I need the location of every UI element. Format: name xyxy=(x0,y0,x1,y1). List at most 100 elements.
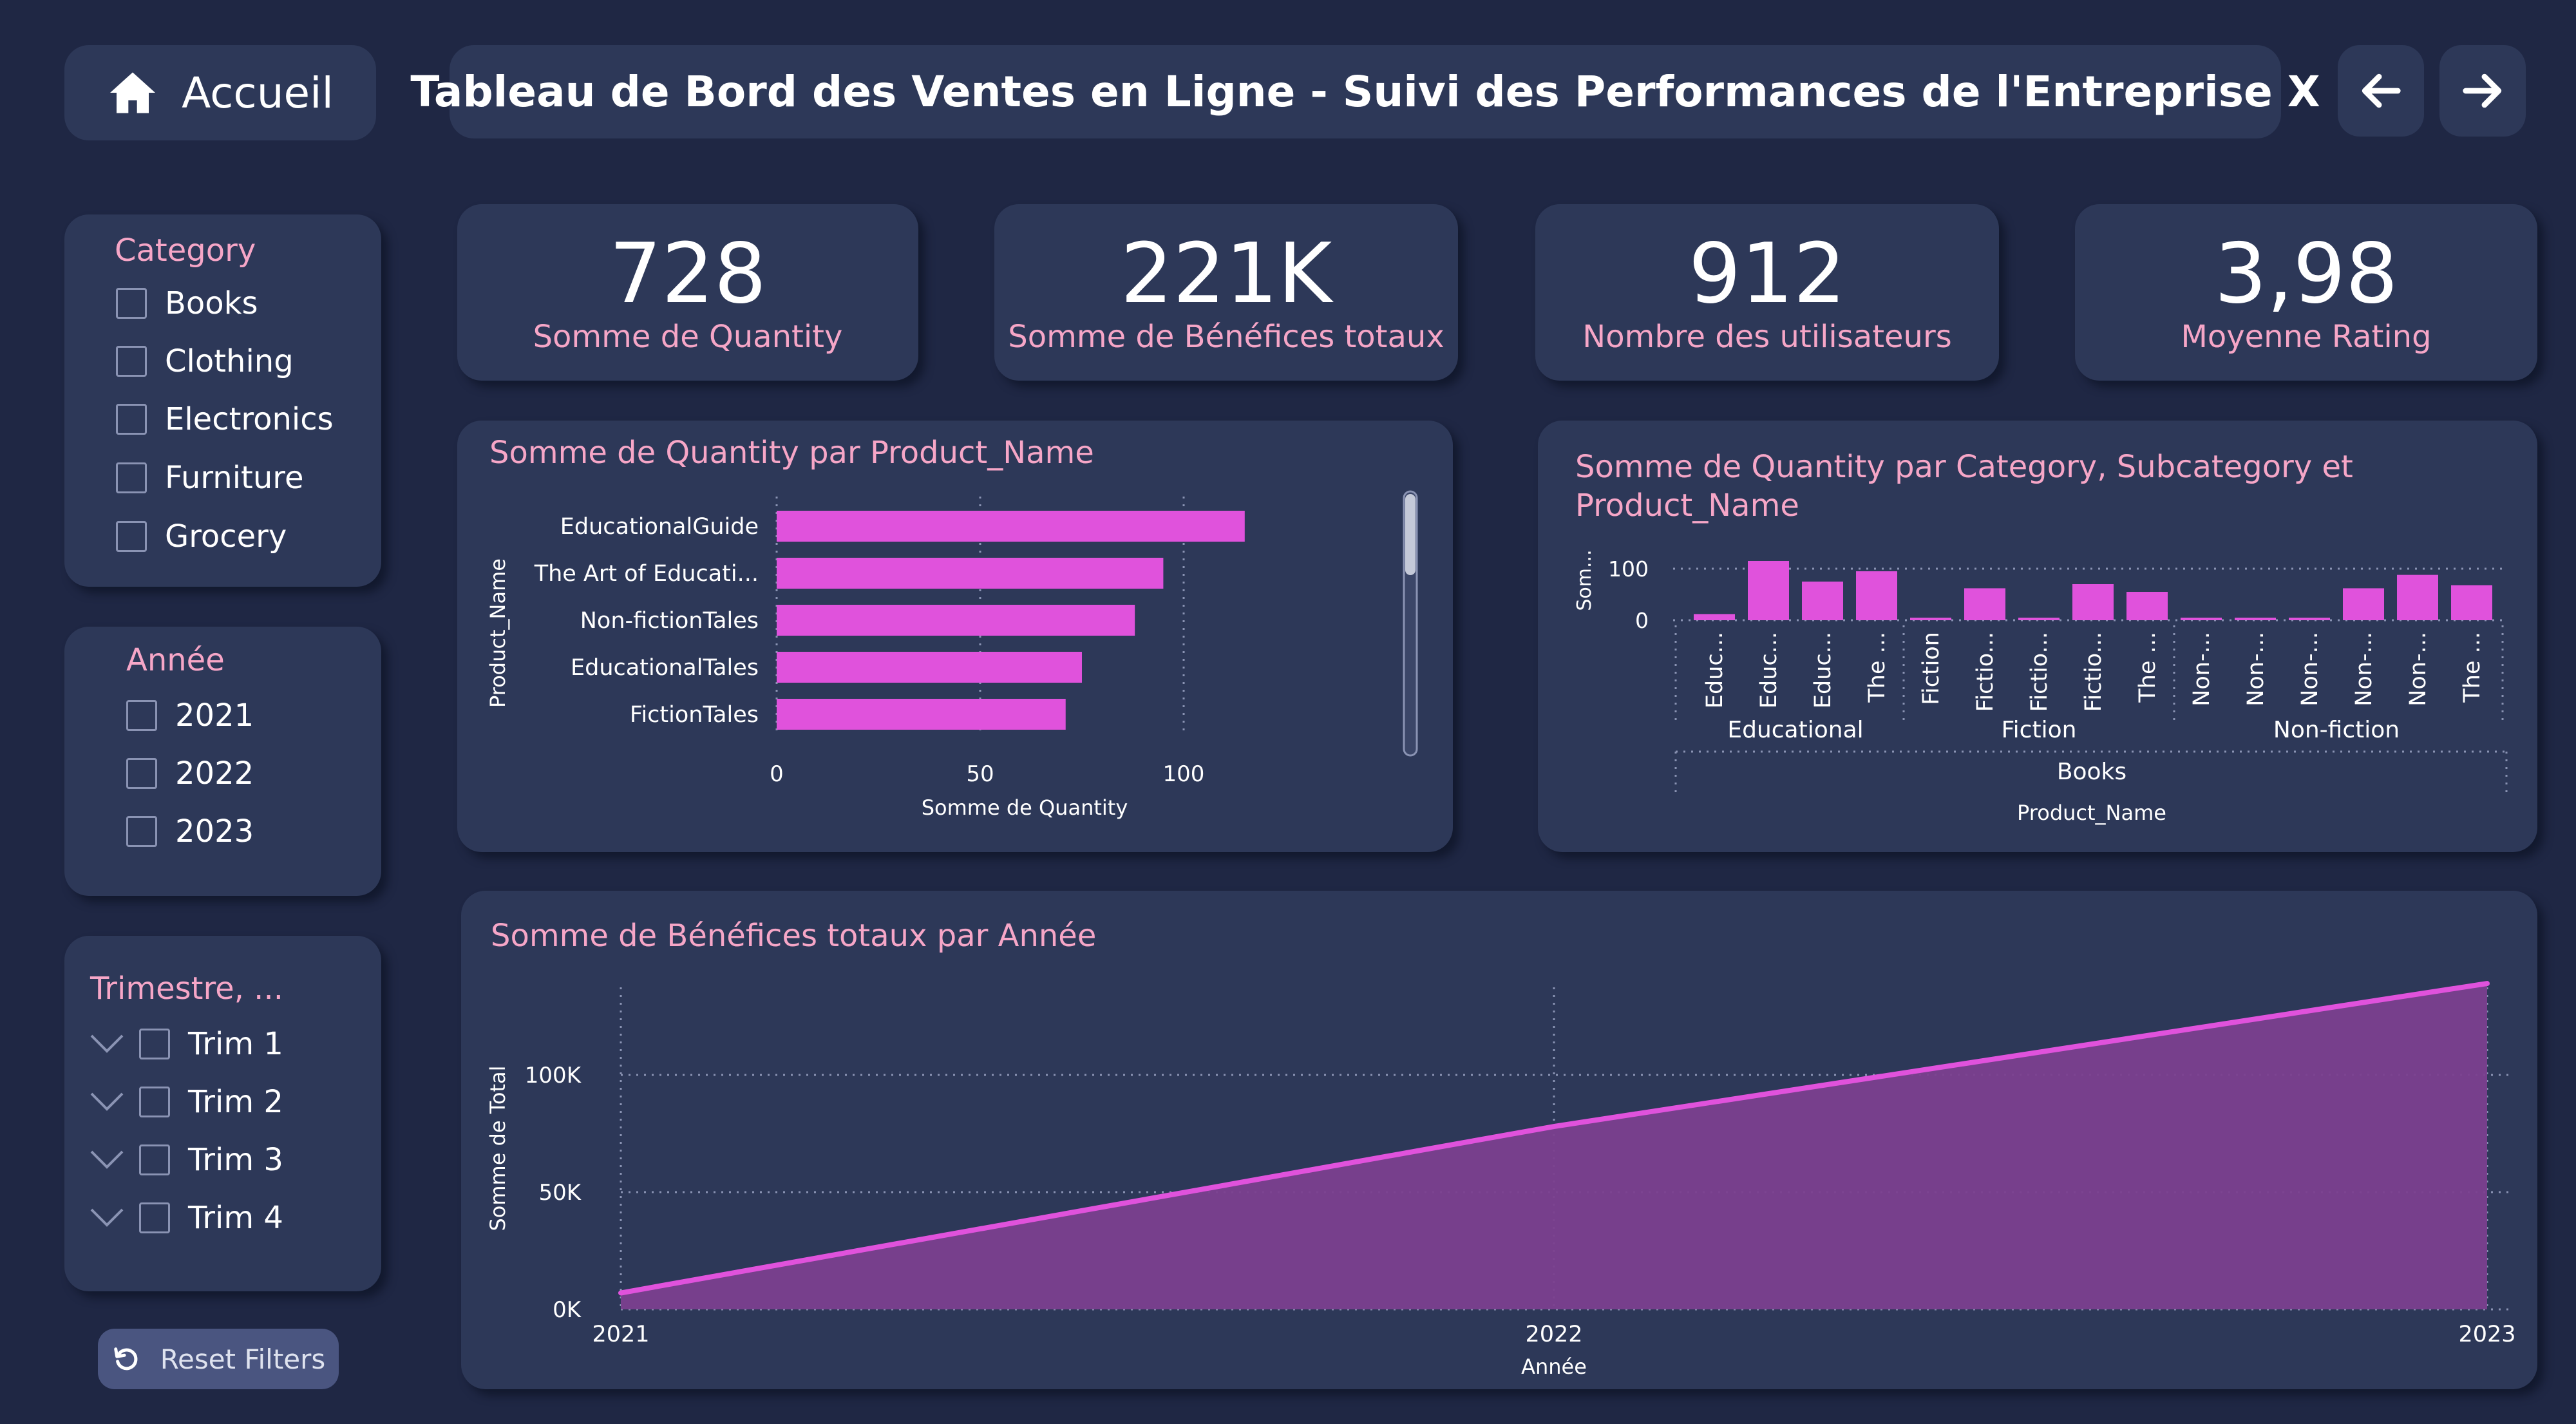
chevron-down-icon[interactable] xyxy=(90,1092,124,1112)
quarter-option-trim-4[interactable]: Trim 4 xyxy=(90,1200,283,1236)
category-label: Fictio... xyxy=(2027,632,2052,712)
category-label: The Art of Educati... xyxy=(534,561,759,587)
category-label: The ... xyxy=(2135,632,2161,703)
bar xyxy=(1964,588,2005,620)
arrow-right-icon xyxy=(2463,73,2502,108)
category-option-clothing[interactable]: Clothing xyxy=(116,343,294,379)
scrollbar-thumb xyxy=(1405,494,1416,575)
x-tick-label: 50 xyxy=(966,761,994,787)
checkbox[interactable] xyxy=(116,346,147,377)
bar xyxy=(777,605,1135,636)
category-label: Educ... xyxy=(1810,632,1836,708)
quarter-slicer: Trimestre, ... Trim 1 Trim 2 Trim 3 Trim… xyxy=(64,936,381,1291)
bar xyxy=(1748,561,1789,620)
kpi-card-users: 912 Nombre des utilisateurs xyxy=(1535,204,1999,381)
category-slicer-title: Category xyxy=(115,233,256,269)
checkbox[interactable] xyxy=(126,700,157,731)
y-tick-label: 0 xyxy=(1635,608,1649,633)
category-label: EducationalGuide xyxy=(560,514,759,540)
bar xyxy=(2018,618,2060,620)
checkbox[interactable] xyxy=(116,521,147,552)
bar xyxy=(2126,592,2168,620)
x-tick-label: 0 xyxy=(770,761,784,787)
checkbox[interactable] xyxy=(116,288,147,319)
bar-chart-plot: EducationalGuide The Art of Educati... Non… xyxy=(486,490,1418,820)
checkbox[interactable] xyxy=(139,1087,170,1117)
checkbox[interactable] xyxy=(126,758,157,789)
option-label: Trim 3 xyxy=(188,1142,283,1178)
area-fill xyxy=(621,983,2487,1309)
checkbox[interactable] xyxy=(139,1029,170,1059)
option-label: Books xyxy=(165,285,258,321)
category-label: Non-... xyxy=(2351,632,2377,707)
area-chart-plot: 0K 50K 100K 2021 2022 2023 Année Somme de Total xyxy=(486,981,2516,1379)
home-label: Accueil xyxy=(182,68,334,118)
column-chart-plot: 100 0 Som... Educ... Educ... Educ... The ... Fi… xyxy=(1573,549,2508,825)
home-button[interactable]: Accueil xyxy=(64,45,376,140)
year-option-2021[interactable]: 2021 xyxy=(126,698,254,734)
back-button[interactable] xyxy=(2338,45,2424,137)
chart-title: Somme de Quantity par Product_Name xyxy=(489,435,1094,471)
subcategory-label: Fiction xyxy=(2002,717,2077,743)
x-tick-label: 2021 xyxy=(592,1322,649,1347)
option-label: Grocery xyxy=(165,518,287,555)
quarter-slicer-title: Trimestre, ... xyxy=(90,971,283,1007)
quarter-option-trim-3[interactable]: Trim 3 xyxy=(90,1142,283,1178)
checkbox[interactable] xyxy=(126,816,157,847)
category-option-furniture[interactable]: Furniture xyxy=(116,460,304,496)
kpi-label: Somme de Bénéfices totaux xyxy=(1008,319,1444,355)
category-group-label: Books xyxy=(2057,759,2126,785)
quantity-by-product-chart: Somme de Quantity par Product_Name Educa… xyxy=(457,421,1453,852)
category-label: The ... xyxy=(2459,632,2485,703)
checkbox[interactable] xyxy=(139,1144,170,1175)
reset-filters-button[interactable]: Reset Filters xyxy=(98,1329,339,1389)
category-option-books[interactable]: Books xyxy=(116,285,258,321)
y-tick-label: 0K xyxy=(553,1297,582,1323)
year-option-2023[interactable]: 2023 xyxy=(126,813,254,850)
x-tick-label: 100 xyxy=(1163,761,1205,787)
quarter-option-trim-2[interactable]: Trim 2 xyxy=(90,1084,283,1120)
x-axis-label: Product_Name xyxy=(2017,801,2166,825)
checkbox[interactable] xyxy=(116,404,147,435)
x-tick-label: 2023 xyxy=(2458,1322,2515,1347)
quantity-by-category-chart: Somme de Quantity par Category, Subcateg… xyxy=(1538,421,2537,852)
category-label: Fictio... xyxy=(2081,632,2107,712)
chevron-down-icon[interactable] xyxy=(90,1034,124,1054)
checkbox[interactable] xyxy=(139,1202,170,1233)
category-option-electronics[interactable]: Electronics xyxy=(116,401,334,437)
bar xyxy=(2235,618,2276,620)
chevron-down-icon[interactable] xyxy=(90,1150,124,1170)
kpi-value: 912 xyxy=(1688,226,1846,322)
category-label: Non-... xyxy=(2405,632,2431,707)
option-label: Trim 1 xyxy=(188,1026,283,1062)
category-slicer: Category Books Clothing Electronics Furn… xyxy=(64,214,381,587)
kpi-value: 728 xyxy=(609,226,767,322)
x-axis-label: Année xyxy=(1521,1354,1587,1379)
option-label: 2023 xyxy=(175,813,254,850)
quarter-option-trim-1[interactable]: Trim 1 xyxy=(90,1026,283,1062)
category-option-grocery[interactable]: Grocery xyxy=(116,518,287,555)
option-label: Furniture xyxy=(165,460,304,496)
bar xyxy=(1802,582,1843,620)
chart-title: Somme de Quantity par Category, Subcateg… xyxy=(1575,449,2353,524)
category-label: Non-fictionTales xyxy=(580,608,759,634)
chevron-down-icon[interactable] xyxy=(90,1208,124,1228)
category-label: Educ... xyxy=(1702,632,1728,708)
kpi-card-profit: 221K Somme de Bénéfices totaux xyxy=(994,204,1458,381)
bar xyxy=(1694,614,1735,620)
profit-by-year-chart: Somme de Bénéfices totaux par Année 0K 50… xyxy=(461,891,2537,1389)
forward-button[interactable] xyxy=(2439,45,2526,137)
option-label: Trim 4 xyxy=(188,1200,283,1236)
kpi-label: Moyenne Rating xyxy=(2181,319,2432,355)
bar xyxy=(1856,571,1897,620)
category-label: Fiction xyxy=(1918,632,1944,705)
x-axis-label: Somme de Quantity xyxy=(922,795,1128,820)
page-title: Tableau de Bord des Ventes en Ligne - Su… xyxy=(410,67,2320,117)
bar xyxy=(2181,618,2222,620)
y-tick-label: 50K xyxy=(538,1180,582,1206)
chart-title: Somme de Bénéfices totaux par Année xyxy=(491,918,1097,954)
bar xyxy=(2343,588,2384,620)
bar xyxy=(777,558,1164,589)
year-option-2022[interactable]: 2022 xyxy=(126,755,254,792)
checkbox[interactable] xyxy=(116,462,147,493)
